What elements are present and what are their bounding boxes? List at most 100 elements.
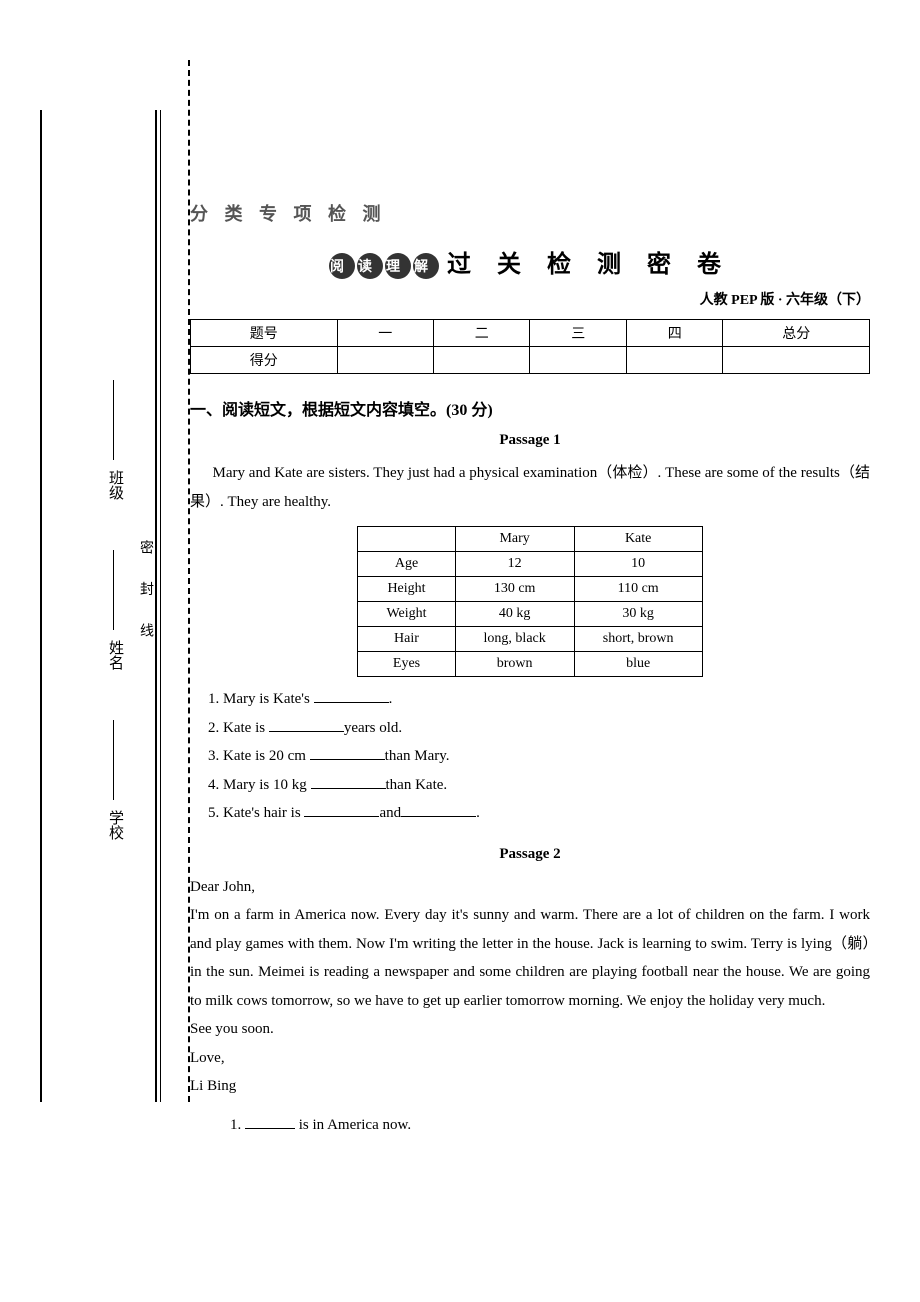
qpre: Mary is 10 kg [223, 777, 307, 793]
table-row: Age1210 [358, 552, 702, 577]
binding-solid-line-outer [40, 110, 42, 1102]
qpre: Kate is [223, 720, 265, 736]
qpost: than Mary. [385, 748, 450, 764]
dt-c: 130 cm [455, 577, 574, 602]
score-row-label: 得分 [191, 347, 338, 374]
edition-label: 人教 PEP 版 · 六年级（下） [190, 289, 870, 309]
blank[interactable] [314, 688, 389, 703]
side-underline-name [113, 550, 114, 630]
dt-c: blue [574, 652, 702, 677]
dt-c: Weight [358, 602, 455, 627]
dt-c: 40 kg [455, 602, 574, 627]
title-circle-4: 解 [413, 253, 439, 279]
qn: 1. [208, 691, 219, 707]
p2-greeting: Dear John, [190, 873, 870, 902]
dt-c: Age [358, 552, 455, 577]
table-row: Eyesbrownblue [358, 652, 702, 677]
title-suffix: 过 关 检 测 密 卷 [447, 252, 731, 278]
side-label-name: 姓名 [105, 640, 126, 670]
score-c4[interactable] [626, 347, 722, 374]
dt-c: short, brown [574, 627, 702, 652]
qn: 3. [208, 748, 219, 764]
table-row: Hairlong, blackshort, brown [358, 627, 702, 652]
q1: 1. Mary is Kate's . [208, 685, 870, 714]
main-content: 分 类 专 项 检 测 阅 读 理 解 过 关 检 测 密 卷 人教 PEP 版… [190, 200, 870, 1139]
qpost: . [476, 805, 480, 821]
table-row: Mary Kate [358, 527, 702, 552]
p2-closing1: See you soon. [190, 1015, 870, 1044]
passage-1-title: Passage 1 [190, 432, 870, 449]
title-circle-2: 读 [357, 253, 383, 279]
dt-c: 30 kg [574, 602, 702, 627]
blank[interactable] [269, 717, 344, 732]
p2-q1: 1. is in America now. [230, 1111, 870, 1140]
passage-2-body: Dear John, I'm on a farm in America now.… [190, 873, 870, 1101]
score-c1[interactable] [337, 347, 433, 374]
dt-h0 [358, 527, 455, 552]
passage-1-questions: 1. Mary is Kate's . 2. Kate is years old… [208, 685, 870, 828]
table-row: Weight40 kg30 kg [358, 602, 702, 627]
dt-c: Height [358, 577, 455, 602]
blank[interactable] [310, 745, 385, 760]
table-row: Height130 cm110 cm [358, 577, 702, 602]
category-header: 分 类 专 项 检 测 [190, 200, 870, 226]
seal-line-label: 密 封 线 [135, 540, 155, 649]
dt-c: long, black [455, 627, 574, 652]
passage-1-intro-text: Mary and Kate are sisters. They just had… [190, 459, 870, 516]
score-c2[interactable] [434, 347, 530, 374]
dt-c: 110 cm [574, 577, 702, 602]
dt-c: brown [455, 652, 574, 677]
blank[interactable] [304, 802, 379, 817]
passage-1-data-table: Mary Kate Age1210 Height130 cm110 cm Wei… [357, 526, 702, 677]
qn: 5. [208, 805, 219, 821]
score-table: 题号 一 二 三 四 总分 得分 [190, 319, 870, 374]
q2: 2. Kate is years old. [208, 714, 870, 743]
qpre: Mary is Kate's [223, 691, 310, 707]
side-label-school: 学校 [105, 810, 126, 840]
q5: 5. Kate's hair is and. [208, 799, 870, 828]
passage-1-intro: Mary and Kate are sisters. They just had… [190, 459, 870, 516]
score-c5[interactable] [723, 347, 870, 374]
qpost: is in America now. [299, 1117, 411, 1133]
title-circle-1: 阅 [329, 253, 355, 279]
dt-c: Hair [358, 627, 455, 652]
qpost: . [389, 691, 393, 707]
qpost: than Kate. [386, 777, 448, 793]
dt-c: Eyes [358, 652, 455, 677]
qn: 2. [208, 720, 219, 736]
passage-2-questions: 1. is in America now. [230, 1111, 870, 1140]
title-circles: 阅 读 理 解 [329, 253, 439, 279]
binding-solid-line [155, 110, 157, 1102]
binding-solid-line-2 [160, 110, 161, 1102]
score-h1: 一 [337, 320, 433, 347]
qn: 4. [208, 777, 219, 793]
score-h0: 题号 [191, 320, 338, 347]
qmid: and [379, 805, 401, 821]
blank[interactable] [245, 1114, 295, 1129]
score-h5: 总分 [723, 320, 870, 347]
score-value-row: 得分 [191, 347, 870, 374]
score-h4: 四 [626, 320, 722, 347]
blank[interactable] [311, 774, 386, 789]
dt-h1: Mary [455, 527, 574, 552]
dt-c: 12 [455, 552, 574, 577]
qpre: Kate's hair is [223, 805, 301, 821]
side-label-class: 班级 [105, 470, 126, 500]
score-h2: 二 [434, 320, 530, 347]
side-underline-school [113, 720, 114, 800]
passage-2-title: Passage 2 [190, 846, 870, 863]
section-1-title: 一、阅读短文，根据短文内容填空。(30 分) [190, 396, 870, 420]
title-circle-3: 理 [385, 253, 411, 279]
main-title: 阅 读 理 解 过 关 检 测 密 卷 [190, 244, 870, 279]
score-h3: 三 [530, 320, 626, 347]
q3: 3. Kate is 20 cm than Mary. [208, 742, 870, 771]
dt-c: 10 [574, 552, 702, 577]
blank[interactable] [401, 802, 476, 817]
side-underline-class [113, 380, 114, 460]
p2-signature: Li Bing [190, 1072, 870, 1101]
q4: 4. Mary is 10 kg than Kate. [208, 771, 870, 800]
qpost: years old. [344, 720, 402, 736]
dt-h2: Kate [574, 527, 702, 552]
score-header-row: 题号 一 二 三 四 总分 [191, 320, 870, 347]
score-c3[interactable] [530, 347, 626, 374]
